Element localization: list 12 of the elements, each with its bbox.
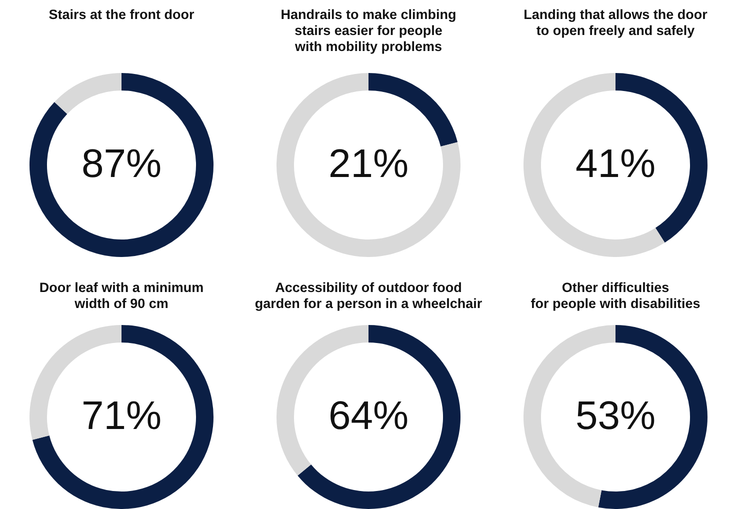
chart-title: Accessibility of outdoor food garden for a person in a wheelchair <box>254 280 484 312</box>
data-label: 71% <box>81 394 162 438</box>
data-label: 21% <box>328 142 409 186</box>
data-label: 64% <box>328 394 409 438</box>
data-label: 41% <box>575 142 656 186</box>
chart-title: Door leaf with a minimum width of 90 cm <box>38 280 205 312</box>
chart-title: Handrails to make climbing stairs easier for people with mobility problems <box>280 7 458 55</box>
chart-title: Other difficulties for people with disabilities <box>530 280 702 312</box>
chart-title: Landing that allows the door to open freely and safely <box>522 7 708 39</box>
chart-title: Stairs at the front door <box>48 7 196 23</box>
data-label: 53% <box>575 394 656 438</box>
data-label: 87% <box>81 142 162 186</box>
